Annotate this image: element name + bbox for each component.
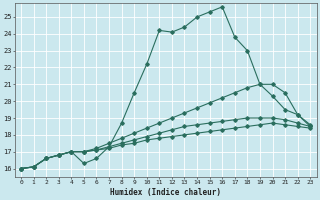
X-axis label: Humidex (Indice chaleur): Humidex (Indice chaleur)	[110, 188, 221, 197]
